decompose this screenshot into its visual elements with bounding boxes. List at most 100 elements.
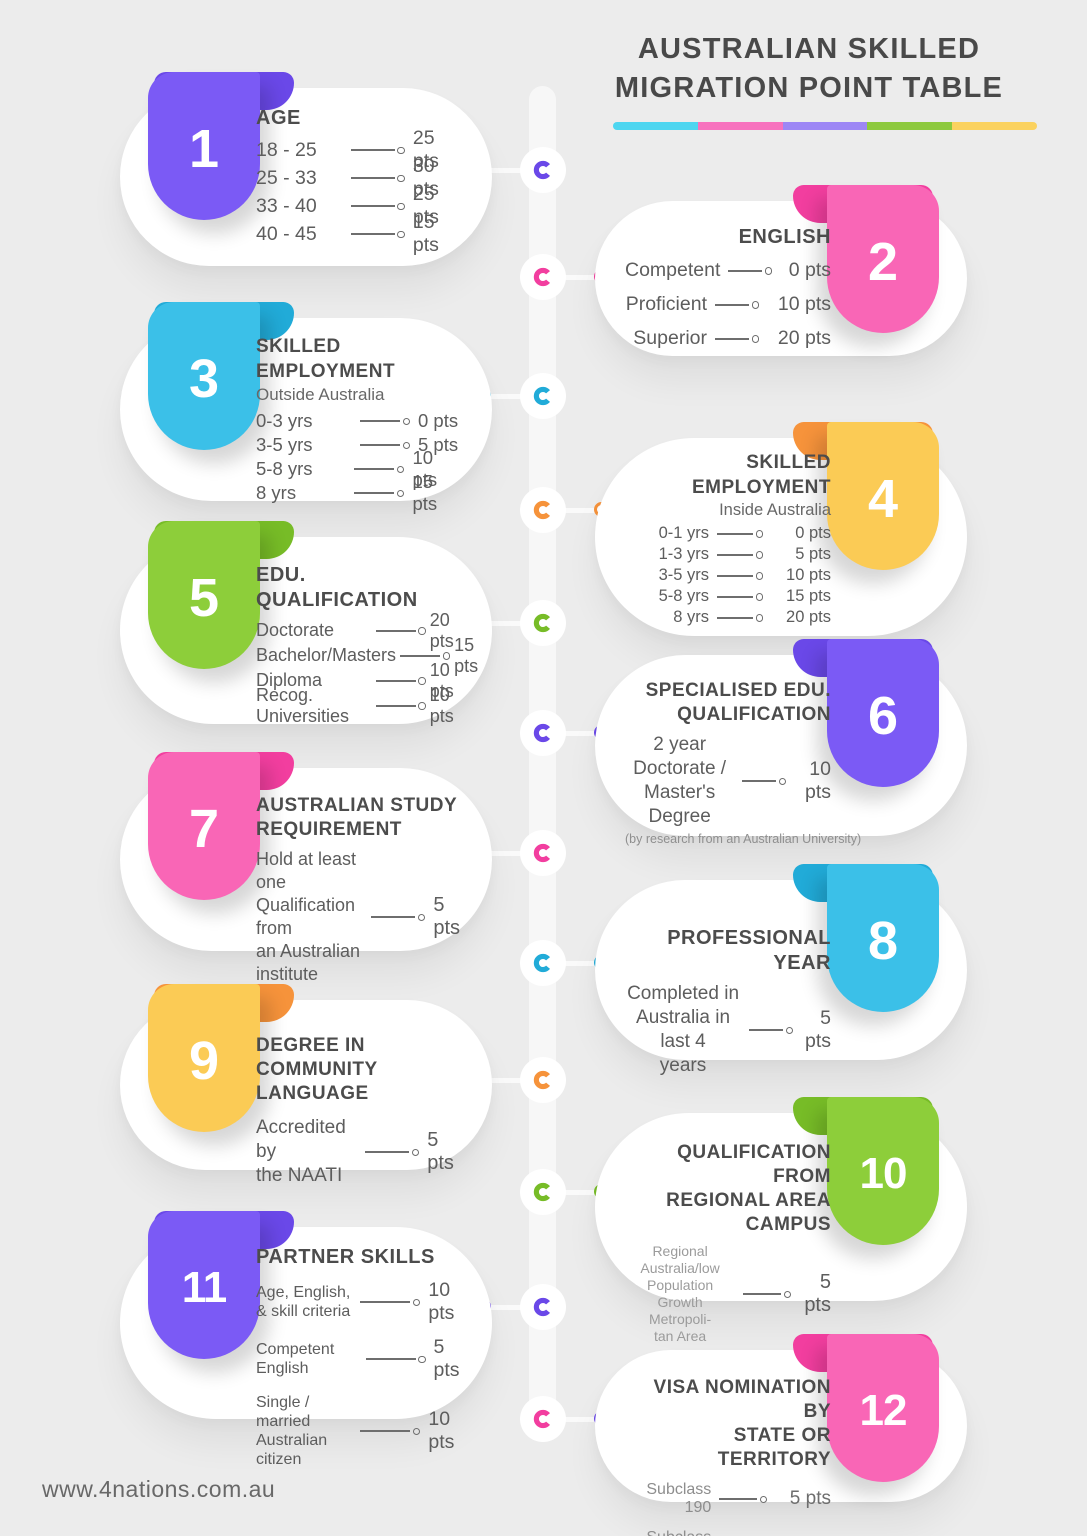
divider-segment — [867, 122, 953, 130]
dash-circle-icon — [354, 488, 405, 498]
number-ribbon: 11 — [148, 1211, 300, 1361]
number-ribbon: 2 — [787, 185, 939, 335]
dash-circle-icon — [350, 201, 405, 211]
point-row: Completed in Australia in last 4 years 5… — [625, 982, 831, 1078]
dash-circle-icon — [719, 1494, 768, 1504]
row-label: 5-8 yrs — [256, 458, 313, 479]
number-ribbon: 4 — [787, 422, 939, 572]
row-label: 1-3 yrs — [658, 545, 709, 563]
number-ribbon: 6 — [787, 639, 939, 789]
number-ribbon: 10 — [787, 1097, 939, 1247]
dash-circle-icon — [365, 1147, 420, 1157]
row-label: 5-8 yrs — [658, 587, 709, 605]
c-arc-icon — [520, 1169, 566, 1215]
card-number: 5 — [188, 568, 220, 628]
row-points: 0 pts — [795, 524, 831, 542]
row-points: 10 pts — [429, 659, 454, 701]
card-title: EDU. QUALIFICATION — [256, 564, 418, 611]
dash-circle-icon — [717, 592, 763, 602]
row-label: Proficient — [625, 293, 707, 315]
row-label: Competent — [625, 259, 721, 281]
point-row: 40 - 45 15 pts — [256, 211, 460, 256]
dash-circle-icon — [717, 613, 763, 623]
divider-segment — [782, 122, 868, 130]
connector-line — [543, 508, 605, 513]
row-label: Recog. Universities — [256, 684, 350, 726]
card-9-degree-in-community-language: 9 DEGREE IN COMMUNITY LANGUAGE Accredite… — [120, 984, 492, 1186]
point-row: Bachelor/Masters 15 pts — [256, 635, 478, 676]
divider-segment — [952, 122, 1037, 130]
point-row: 8 yrs 15 pts — [256, 471, 460, 514]
dash-circle-icon — [350, 173, 405, 183]
dash-circle-icon — [350, 229, 405, 239]
connector-line — [482, 851, 544, 856]
dash-circle-icon — [360, 1297, 421, 1307]
card-note: (by research from an Australian Universi… — [625, 832, 862, 846]
point-row: Diploma 10 pts — [256, 660, 460, 701]
number-ribbon: 8 — [787, 864, 939, 1014]
point-row: Competent 0 pts — [625, 259, 831, 282]
number-ribbon: 3 — [148, 302, 300, 452]
card-title: PROFESSIONAL YEAR — [667, 927, 831, 974]
dash-circle-icon — [365, 1354, 426, 1364]
number-ribbon: 12 — [787, 1334, 939, 1484]
connector-line — [482, 1305, 544, 1310]
ribbon-flag: 1 — [148, 72, 260, 220]
row-label: 3-5 yrs — [256, 434, 313, 455]
row-label: 0-1 yrs — [658, 524, 709, 542]
ribbon-flag: 10 — [827, 1097, 939, 1245]
row-points: 0 pts — [418, 410, 459, 431]
point-row: 25 - 33 30 pts — [256, 155, 460, 200]
card-number: 9 — [188, 1031, 220, 1091]
dash-circle-icon — [742, 776, 787, 786]
point-row: Hold at least one Qualification from an … — [256, 848, 460, 986]
card-number: 8 — [867, 911, 899, 971]
row-points: 5 pts — [418, 434, 459, 455]
c-arc-icon — [520, 1396, 566, 1442]
row-label: 40 - 45 — [256, 222, 317, 245]
number-ribbon: 1 — [148, 72, 300, 222]
dash-circle-icon — [375, 701, 426, 711]
dash-circle-icon — [715, 334, 759, 344]
card-2-english: 2 ENGLISH Competent 0 pts Proficient 10 pt… — [595, 185, 967, 356]
card-4-skilled-employment-inside: 4 SKILLED EMPLOYMENT Inside Australia 0-… — [595, 422, 967, 636]
ribbon-flag: 4 — [827, 422, 939, 570]
card-6-specialised-edu-qualification: 6 SPECIALISED EDU. QUALIFICATION 2 year … — [595, 639, 967, 846]
dash-circle-icon — [375, 626, 426, 636]
dash-circle-icon — [715, 300, 759, 310]
ribbon-flag: 8 — [827, 864, 939, 1012]
dash-circle-icon — [728, 266, 773, 276]
row-label: Accredited by the NAATI — [256, 1117, 346, 1186]
c-arc-icon — [520, 600, 566, 646]
point-row: 0-1 yrs 0 pts — [625, 523, 831, 544]
row-label: 33 - 40 — [256, 194, 317, 217]
row-points: 30 pts — [412, 155, 439, 200]
dash-circle-icon — [360, 416, 410, 426]
point-row: 1-3 yrs 5 pts — [625, 544, 831, 565]
dash-circle-icon — [400, 651, 451, 661]
point-row: 18 - 25 25 pts — [256, 127, 460, 172]
c-arc-icon — [520, 1284, 566, 1330]
divider-segment — [613, 122, 698, 130]
card-number: 10 — [859, 1149, 908, 1198]
ribbon-flag: 7 — [148, 752, 260, 900]
dash-circle-icon — [375, 676, 426, 686]
row-label: Doctorate — [256, 620, 335, 640]
card-subtitle: Outside Australia — [256, 385, 385, 404]
dash-circle-icon — [371, 912, 426, 922]
point-row: 3-5 yrs 10 pts — [625, 565, 831, 586]
point-row: 0-3 yrs 0 pts — [256, 409, 460, 433]
row-points: 10 pts — [804, 758, 831, 803]
card-7-australian-study-requirement: 7 AUSTRALIAN STUDY REQUIREMENT Hold at l… — [120, 752, 492, 984]
dash-circle-icon — [354, 464, 405, 474]
row-points: 15 pts — [454, 634, 479, 676]
card-title: VISA NOMINATION BY STATE OR TERRITORY — [653, 1377, 831, 1470]
point-row: Subclass 49115 pts — [625, 1529, 831, 1536]
ribbon-flag: 6 — [827, 639, 939, 787]
card-title: ENGLISH — [738, 226, 831, 248]
point-row: Accredited by the NAATI 5 pts — [256, 1116, 460, 1188]
row-points: 20 pts — [786, 608, 831, 626]
ribbon-flag: 11 — [148, 1211, 260, 1359]
point-row: 33 - 40 25 pts — [256, 183, 460, 228]
